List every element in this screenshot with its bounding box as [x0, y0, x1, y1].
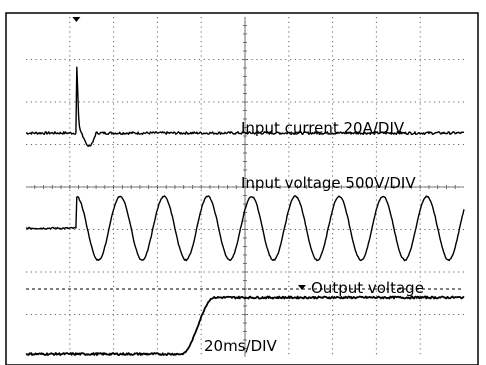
- trigger-marker: [72, 17, 81, 22]
- input-voltage-trace: [25, 195, 465, 262]
- input-voltage-label: Input voltage 500V/DIV: [241, 174, 416, 192]
- input-current-label: Input current 20A/DIV: [241, 119, 405, 137]
- output-reference-marker: [297, 285, 306, 290]
- time-scale-label: 20ms/DIV: [204, 337, 278, 355]
- output-voltage-trace: [25, 295, 465, 356]
- screen-border: [5, 12, 479, 365]
- graticule: [26, 17, 464, 357]
- output-voltage-label: Output voltage: [311, 279, 424, 297]
- input-current-trace: [25, 66, 465, 147]
